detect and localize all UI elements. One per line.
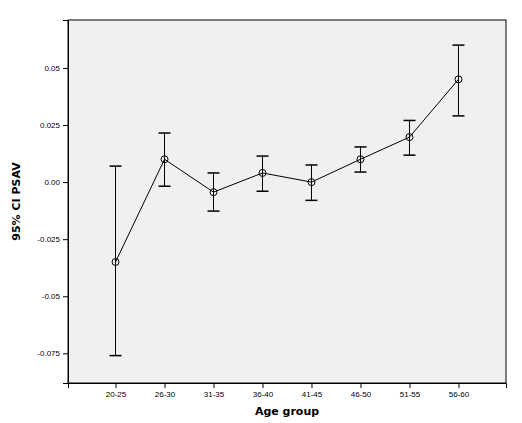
error-bar-stem xyxy=(115,166,116,355)
x-tick-label: 41-45 xyxy=(302,390,323,399)
x-tick: 36-40 xyxy=(253,383,274,399)
x-tick-label: 51-55 xyxy=(400,390,421,399)
error-bar-stem xyxy=(458,45,459,116)
x-tick-label: 20-25 xyxy=(106,390,127,399)
error-bar xyxy=(257,156,269,191)
error-bar-cap xyxy=(452,115,464,117)
error-bar xyxy=(452,45,464,116)
mean-point xyxy=(259,169,266,176)
x-tick-mark xyxy=(116,383,117,388)
error-bar-stem xyxy=(164,133,165,186)
data-layer xyxy=(110,45,465,355)
error-bar xyxy=(403,120,415,155)
y-tick-label: -0.05 xyxy=(42,292,61,301)
error-bar-cap xyxy=(208,210,220,212)
x-tick: 26-30 xyxy=(155,383,176,399)
error-bar xyxy=(110,166,122,355)
error-bar-stem xyxy=(311,165,312,200)
y-tick: 0.05 xyxy=(44,64,68,73)
error-bar-cap xyxy=(305,164,317,166)
y-axis: -0.075 -0.05 -0.025 0.00 0.025 0.05 xyxy=(37,21,68,384)
error-bar-cap xyxy=(354,171,366,173)
y-tick-label: 0.025 xyxy=(40,121,61,130)
error-bar xyxy=(159,133,171,186)
y-tick-mark xyxy=(63,68,68,69)
error-bar-stem xyxy=(409,120,410,155)
x-tick: 31-35 xyxy=(204,383,225,399)
plot-frame xyxy=(68,20,506,383)
x-tick: 46-50 xyxy=(351,383,372,399)
y-tick-label: 0.05 xyxy=(44,64,60,73)
error-bar-cap xyxy=(257,190,269,192)
error-bar-cap xyxy=(354,146,366,148)
x-tick-label: 36-40 xyxy=(253,390,274,399)
y-tick-mark xyxy=(63,239,68,240)
y-tick: 0.025 xyxy=(40,121,68,130)
x-tick-label: 31-35 xyxy=(204,390,225,399)
error-bar xyxy=(305,165,317,200)
mean-point xyxy=(112,259,119,266)
y-tick: -0.075 xyxy=(37,349,68,358)
error-bar-cap xyxy=(159,132,171,134)
x-tick-label: 56-60 xyxy=(449,390,470,399)
error-bar-cap xyxy=(257,155,269,157)
x-tick-label: 26-30 xyxy=(155,390,176,399)
error-bar-cap xyxy=(208,172,220,174)
x-tick-mark xyxy=(263,383,264,388)
error-bar-cap xyxy=(159,185,171,187)
error-bar-cap xyxy=(452,44,464,46)
x-tick-mark xyxy=(165,383,166,388)
error-bar-stem xyxy=(213,173,214,211)
y-tick: 0.00 xyxy=(44,178,68,187)
y-tick-label: 0.00 xyxy=(44,178,60,187)
x-axis-line xyxy=(69,384,507,389)
y-tick-mark xyxy=(63,182,68,183)
error-bar-cap xyxy=(305,200,317,202)
x-tick: 41-45 xyxy=(302,383,323,399)
mean-point xyxy=(308,179,315,186)
y-tick: -0.025 xyxy=(37,235,68,244)
y-tick-label: -0.075 xyxy=(37,349,60,358)
y-tick-mark xyxy=(63,353,68,354)
x-tick: 20-25 xyxy=(106,383,127,399)
mean-point xyxy=(406,134,413,141)
x-axis-title: Age group xyxy=(255,405,319,418)
y-tick-mark xyxy=(63,125,68,126)
y-tick: -0.05 xyxy=(42,292,68,301)
error-bar-cap xyxy=(110,355,122,357)
x-tick-mark xyxy=(214,383,215,388)
error-bar-stem xyxy=(360,147,361,172)
x-tick-mark xyxy=(409,383,410,388)
error-bar-cap xyxy=(403,120,415,122)
y-axis-title: 95% CI PSAV xyxy=(10,162,23,241)
y-axis-line xyxy=(63,21,69,384)
plot: -0.075 -0.05 -0.025 0.00 0.025 0.05 20-25 26-30… xyxy=(37,20,506,399)
error-bar-cap xyxy=(403,154,415,156)
chart: -0.075 -0.05 -0.025 0.00 0.025 0.05 20-25 26-30… xyxy=(0,0,522,423)
x-tick-mark xyxy=(458,383,459,388)
error-bar-cap xyxy=(110,165,122,167)
x-tick: 51-55 xyxy=(400,383,421,399)
x-tick-label: 46-50 xyxy=(351,390,372,399)
mean-line xyxy=(116,79,459,262)
error-bar xyxy=(354,147,366,172)
x-tick: 56-60 xyxy=(449,383,470,399)
y-tick-mark xyxy=(63,296,68,297)
error-bar-stem xyxy=(262,156,263,191)
mean-point xyxy=(161,156,168,163)
x-tick-mark xyxy=(311,383,312,388)
mean-point xyxy=(455,76,462,83)
error-bar xyxy=(208,173,220,211)
mean-point xyxy=(210,189,217,196)
x-axis: 20-25 26-30 31-35 36-40 41-45 46-50 51-55 56-60 xyxy=(69,383,507,399)
y-tick-label: -0.025 xyxy=(37,235,60,244)
x-tick-mark xyxy=(360,383,361,388)
mean-point xyxy=(357,156,364,163)
